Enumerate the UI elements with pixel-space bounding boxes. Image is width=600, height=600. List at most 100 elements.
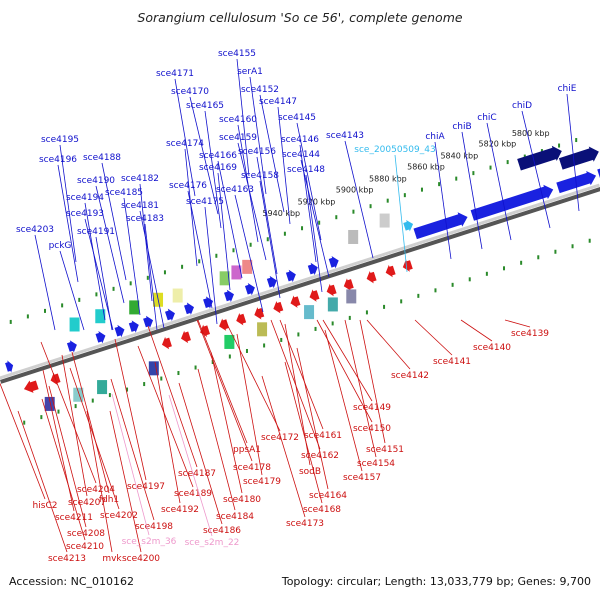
- top-gene-label: sce4196: [39, 155, 77, 165]
- tick-mark: [520, 260, 523, 265]
- tick-mark: [537, 255, 540, 260]
- bottom-gene-label: sce4186: [203, 526, 241, 536]
- top-gene-label: sce4159: [219, 133, 257, 143]
- bottom-leader-line: [359, 319, 386, 444]
- top-gene-label: sce4155: [218, 49, 256, 59]
- tick-mark: [588, 238, 591, 243]
- forward-gene-long-shape: [413, 212, 468, 240]
- top-leader-line: [84, 218, 114, 331]
- tick-mark: [451, 282, 454, 287]
- forward-gene: [307, 262, 318, 276]
- top-gene-label: sce4185: [105, 188, 143, 198]
- tick-mark: [215, 253, 218, 258]
- bottom-leader-line: [316, 319, 373, 423]
- top-gene-label: sce4190: [77, 176, 115, 186]
- bottom-gene-label: sce4172: [261, 433, 299, 443]
- forward-gene-long: [597, 160, 600, 180]
- bottom-gene-label: sce4184: [216, 512, 254, 522]
- top-leader-line: [59, 250, 85, 331]
- top-gene-label: chiC: [477, 113, 496, 123]
- bottom-leader-line: [210, 351, 243, 494]
- bottom-gene-label: sce4211: [55, 513, 93, 523]
- tick-mark: [558, 143, 561, 148]
- tick-mark: [95, 292, 98, 297]
- tick-mark: [369, 204, 372, 209]
- bottom-gene-label: fdh1: [99, 495, 119, 505]
- genome-summary: Topology: circular; Length: 13,033,779 b…: [281, 575, 591, 588]
- bottom-gene-label: sce4141: [433, 357, 471, 367]
- bottom-gene-label: sce4208: [67, 529, 105, 539]
- bottom-gene-label: sce4192: [161, 505, 199, 515]
- tick-mark: [438, 182, 441, 187]
- top-leader-line: [461, 131, 483, 250]
- tick-mark: [400, 299, 403, 304]
- reverse-gene: [254, 307, 265, 320]
- scale-label: 5840 kbp: [440, 152, 478, 161]
- scaffold-highlight: [0, 183, 600, 380]
- scale-label: 5820 kbp: [479, 139, 517, 148]
- top-leader-line: [299, 144, 317, 263]
- tick-mark: [571, 244, 574, 249]
- tick-mark: [126, 387, 129, 392]
- reverse-gene-shape: [309, 289, 320, 302]
- top-gene-label: sce4145: [278, 113, 316, 123]
- tick-mark: [57, 409, 60, 414]
- bottom-leader-line: [109, 410, 142, 553]
- top-leader-line: [259, 180, 281, 299]
- tick-mark: [301, 226, 304, 231]
- bottom-gene-label: sce4187: [178, 469, 216, 479]
- bottom-leader-line: [261, 375, 306, 518]
- tick-mark: [143, 382, 146, 387]
- feature-block: [348, 229, 359, 244]
- forward-gene: [114, 324, 125, 338]
- top-gene-label: sce4148: [287, 165, 325, 175]
- tick-mark: [506, 160, 509, 165]
- tick-mark: [314, 326, 317, 331]
- tick-mark: [386, 198, 389, 203]
- forward-gene: [5, 360, 14, 373]
- forward-gene: [203, 296, 214, 309]
- bottom-leader-line: [279, 319, 324, 430]
- bottom-gene-label: sce4197: [127, 482, 165, 492]
- top-leader-line: [204, 110, 222, 229]
- top-gene-label: sce4146: [281, 135, 319, 145]
- bottom-gene-label: sce4180: [223, 495, 261, 505]
- feature-block: [327, 297, 338, 312]
- forward-gene-long-shape: [470, 184, 554, 221]
- top-leader-line: [59, 144, 77, 263]
- top-leader-line: [34, 234, 56, 331]
- forward-gene-shape: [5, 360, 14, 373]
- tick-mark: [417, 293, 420, 298]
- feature-block: [346, 289, 357, 304]
- rna-gene: [403, 219, 414, 232]
- reverse-gene-shape: [50, 372, 61, 386]
- forward-gene: [165, 308, 175, 322]
- tick-mark: [575, 138, 578, 143]
- top-gene-label: sce4176: [169, 181, 207, 191]
- bottom-leader-line: [460, 319, 493, 342]
- tick-mark: [211, 360, 214, 365]
- bottom-gene-label: sodB: [299, 467, 321, 477]
- top-leader-line: [305, 174, 323, 293]
- bottom-leader-line: [86, 410, 113, 553]
- top-leader-line: [217, 172, 231, 291]
- bottom-leader-line: [197, 368, 236, 511]
- tick-mark: [108, 393, 111, 398]
- top-gene-label: sce4152: [241, 85, 279, 95]
- reverse-gene-shape: [161, 336, 172, 350]
- top-leader-line: [259, 94, 285, 213]
- tick-mark: [297, 332, 300, 337]
- bottom-gene-label: sce4198: [135, 522, 173, 532]
- reverse-gene: [309, 289, 320, 302]
- top-leader-line: [204, 206, 218, 325]
- bottom-gene-label: ppsA1: [233, 445, 261, 455]
- bottom-leader-line: [322, 319, 373, 402]
- top-leader-line: [256, 156, 278, 275]
- tick-mark: [112, 286, 115, 291]
- forward-gene-shape: [285, 269, 296, 283]
- forward-gene-shape: [224, 289, 234, 303]
- tick-mark: [74, 404, 77, 409]
- reverse-gene-shape: [343, 278, 354, 291]
- feature-block: [148, 361, 159, 376]
- forward-gene: [66, 340, 77, 353]
